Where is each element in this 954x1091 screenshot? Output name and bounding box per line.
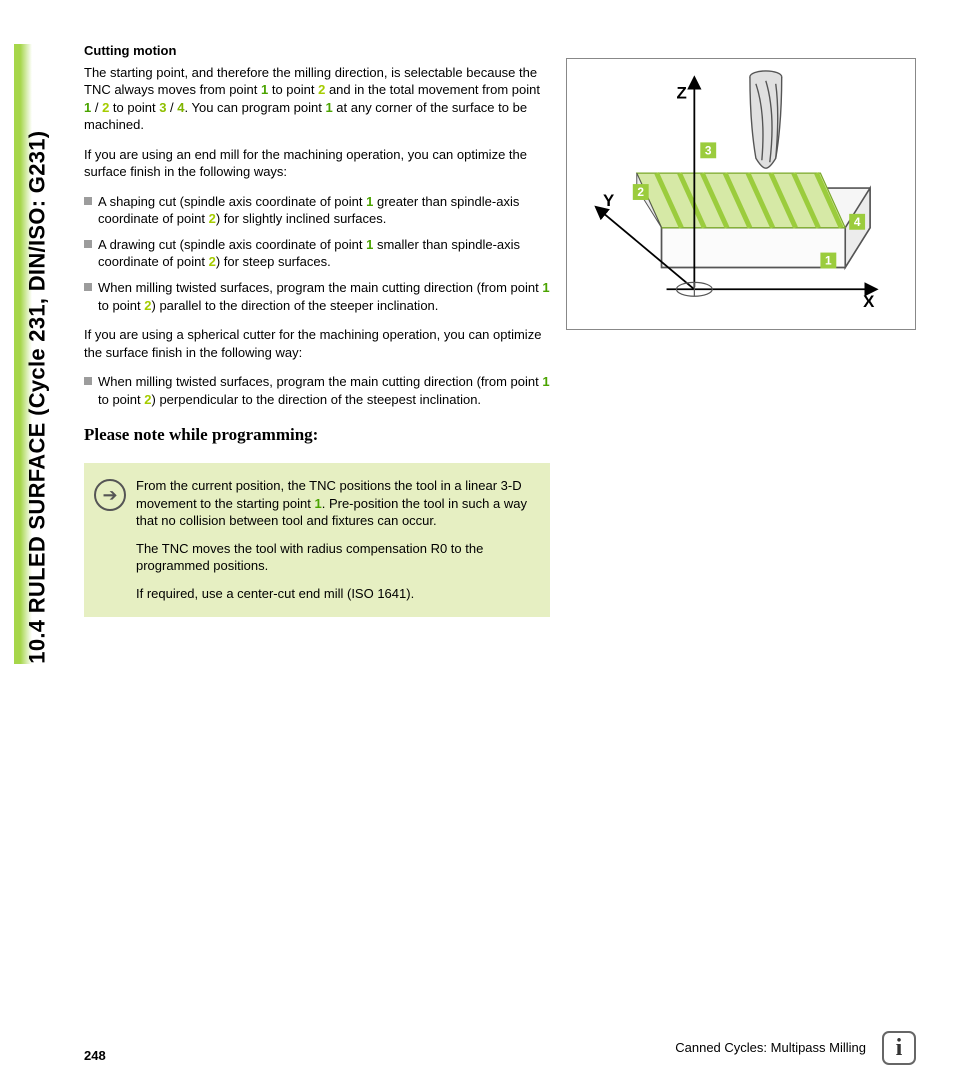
point-2: 2 <box>144 392 151 407</box>
paragraph-1: The starting point, and therefore the mi… <box>84 64 550 134</box>
text: to point <box>268 82 318 97</box>
note-icon-wrap: ➔ <box>94 477 126 602</box>
side-heading-container: 10.4 RULED SURFACE (Cycle 231, DIN/ISO: … <box>14 44 54 664</box>
list-item: A shaping cut (spindle axis coordinate o… <box>84 193 550 228</box>
bullet-list-2: When milling twisted surfaces, program t… <box>84 373 550 408</box>
text: ) for slightly inclined surfaces. <box>216 211 387 226</box>
list-item: When milling twisted surfaces, program t… <box>84 279 550 314</box>
point-4: 4 <box>177 100 184 115</box>
footer-right: Canned Cycles: Multipass Milling i <box>675 1031 916 1065</box>
axis-z-label: Z <box>676 84 686 103</box>
note-p1: From the current position, the TNC posit… <box>136 477 534 530</box>
text: and in the total movement from point <box>325 82 540 97</box>
diagram-label-4: 4 <box>854 215 861 229</box>
point-1: 1 <box>325 100 332 115</box>
note-body: From the current position, the TNC posit… <box>136 477 534 602</box>
text: A shaping cut (spindle axis coordinate o… <box>98 194 366 209</box>
page-number: 248 <box>84 1047 106 1065</box>
section-heading: Cutting motion <box>84 42 550 60</box>
text: ) perpendicular to the direction of the … <box>152 392 482 407</box>
chapter-title: Canned Cycles: Multipass Milling <box>675 1039 866 1057</box>
point-1: 1 <box>542 280 549 295</box>
side-heading: 10.4 RULED SURFACE (Cycle 231, DIN/ISO: … <box>22 131 52 664</box>
axis-x-label: X <box>863 292 875 311</box>
text: to point <box>98 392 144 407</box>
info-icon: i <box>882 1031 916 1065</box>
axis-y-label: Y <box>603 191 614 210</box>
point-2: 2 <box>209 211 216 226</box>
text: A drawing cut (spindle axis coordinate o… <box>98 237 366 252</box>
list-item: A drawing cut (spindle axis coordinate o… <box>84 236 550 271</box>
diagram: Z Y X 1 2 3 4 <box>566 58 916 330</box>
text: When milling twisted surfaces, program t… <box>98 374 542 389</box>
note-p3: If required, use a center-cut end mill (… <box>136 585 534 603</box>
text: . You can program point <box>185 100 326 115</box>
text: When milling twisted surfaces, program t… <box>98 280 542 295</box>
text: / <box>91 100 102 115</box>
point-2: 2 <box>144 298 151 313</box>
diagram-label-1: 1 <box>825 253 832 267</box>
arrow-right-icon: ➔ <box>94 479 126 511</box>
diagram-label-2: 2 <box>637 185 644 199</box>
paragraph-2: If you are using an end mill for the mac… <box>84 146 550 181</box>
point-1: 1 <box>542 374 549 389</box>
footer: 248 Canned Cycles: Multipass Milling i <box>84 1031 916 1065</box>
note-title: Please note while programming: <box>84 424 550 447</box>
text: ) parallel to the direction of the steep… <box>152 298 439 313</box>
text: / <box>166 100 177 115</box>
note-box: ➔ From the current position, the TNC pos… <box>84 463 550 616</box>
paragraph-3: If you are using a spherical cutter for … <box>84 326 550 361</box>
text: ) for steep surfaces. <box>216 254 331 269</box>
main-content: Cutting motion The starting point, and t… <box>84 42 550 617</box>
text: to point <box>109 100 159 115</box>
point-2: 2 <box>209 254 216 269</box>
list-item: When milling twisted surfaces, program t… <box>84 373 550 408</box>
text: to point <box>98 298 144 313</box>
bullet-list-1: A shaping cut (spindle axis coordinate o… <box>84 193 550 314</box>
diagram-label-3: 3 <box>705 143 712 157</box>
note-p2: The TNC moves the tool with radius compe… <box>136 540 534 575</box>
point-1: 1 <box>314 496 321 511</box>
